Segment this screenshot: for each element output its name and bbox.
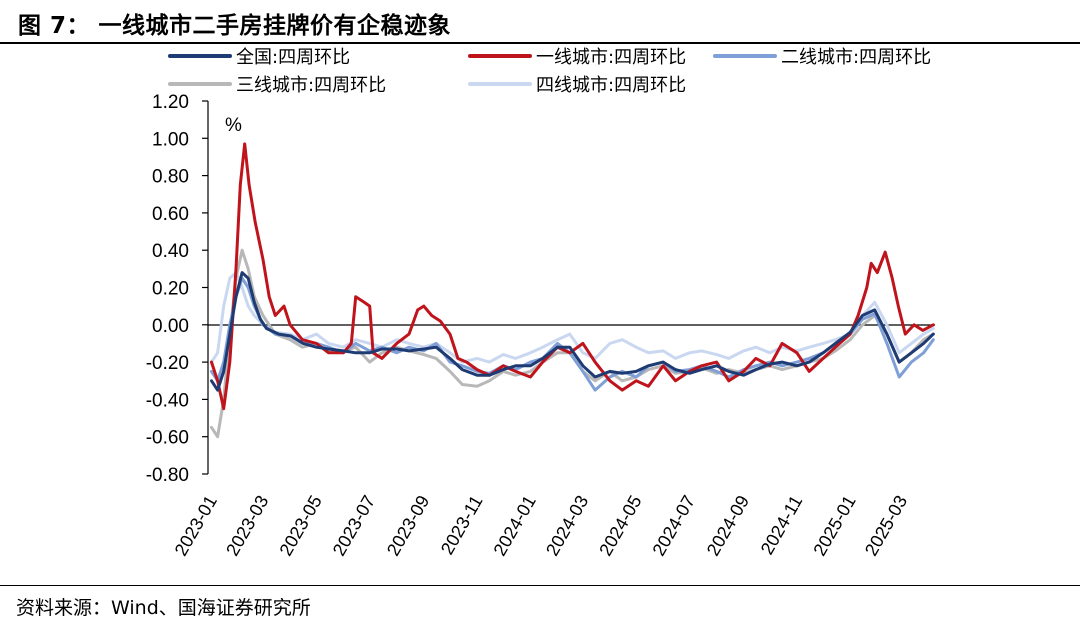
legend-label: 全国:四周环比 [236, 47, 350, 68]
y-tick-label: -0.60 [146, 428, 189, 449]
x-tick-label: 2023-07 [329, 492, 379, 559]
x-tick-label: 2024-05 [595, 492, 645, 559]
x-tick-label: 2023-09 [383, 492, 433, 559]
y-tick-label: -0.80 [146, 465, 189, 486]
y-tick-label: 1.20 [152, 92, 189, 113]
y-tick-label: 0.00 [152, 316, 189, 337]
x-tick-label: 2024-11 [757, 492, 807, 558]
y-tick-label: 0.60 [152, 204, 189, 225]
y-tick-label: 0.40 [152, 241, 189, 262]
x-tick-label: 2023-03 [222, 492, 272, 559]
y-tick-label: 1.00 [152, 129, 189, 150]
x-tick-label: 2023-01 [171, 492, 221, 559]
series-line-2 [210, 276, 935, 392]
unit-label: % [225, 115, 242, 136]
x-tick-label: 2024-09 [703, 492, 753, 559]
legend-label: 四线城市:四周环比 [536, 75, 686, 96]
x-tick-label: 2025-03 [861, 492, 911, 559]
y-tick-label: 0.80 [152, 167, 189, 188]
series-lines [210, 142, 935, 439]
x-tick-label: 2025-01 [809, 492, 859, 559]
legend-label: 三线城市:四周环比 [236, 75, 386, 96]
title-rule [0, 42, 1080, 44]
x-tick-label: 2024-03 [542, 492, 592, 559]
series-line-1 [210, 142, 935, 411]
source-rule [0, 585, 1080, 586]
y-tick-label: -0.40 [146, 390, 189, 411]
series-line-4 [210, 271, 935, 364]
x-tick-label: 2024-01 [490, 492, 540, 559]
y-tick-label: -0.20 [146, 353, 189, 374]
x-tick-label: 2023-11 [437, 492, 487, 558]
y-axis-ticks: 1.20 1.00 0.80 0.60 0.40 0.20 0.00 -0.20 -0.40 -0… [146, 92, 208, 486]
x-tick-label: 2023-05 [275, 492, 325, 559]
x-axis-ticks: 2023-01 2023-03 2023-05 2023-07 2023-09 2023-… [171, 492, 912, 559]
legend-label: 二线城市:四周环比 [781, 47, 931, 68]
y-tick-label: 0.20 [152, 279, 189, 300]
legend-label: 一线城市:四周环比 [536, 47, 686, 68]
chart-axes [207, 101, 935, 474]
source-note: 资料来源：Wind、国海证券研究所 [16, 597, 311, 619]
figure-title: 图 7： 一线城市二手房挂牌价有企稳迹象 [18, 13, 452, 39]
x-tick-label: 2024-07 [649, 492, 699, 559]
series-line-0 [210, 271, 935, 392]
